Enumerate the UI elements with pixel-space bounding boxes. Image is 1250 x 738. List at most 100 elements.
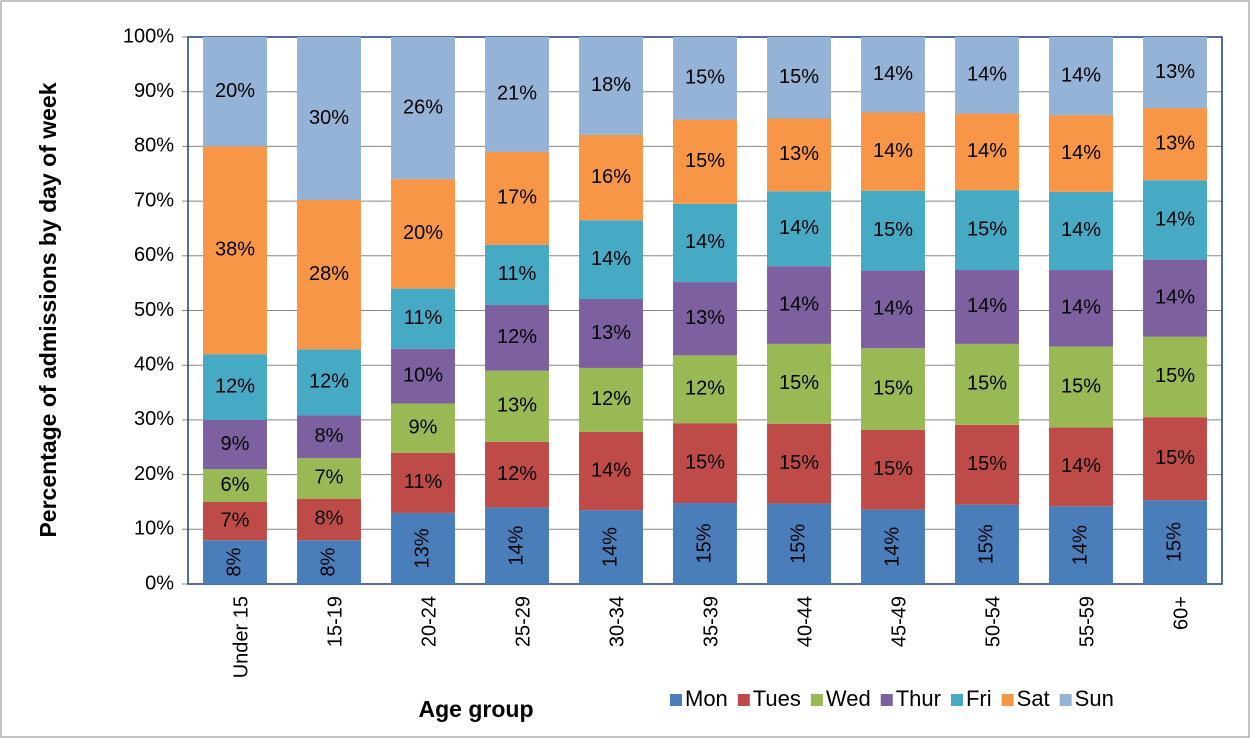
x-tick-label: 20-24 xyxy=(418,596,440,647)
data-label: 15% xyxy=(1061,375,1101,397)
data-label: 12% xyxy=(215,375,255,397)
data-label: 26% xyxy=(403,96,443,118)
legend-label: Thur xyxy=(896,686,941,711)
data-label: 11% xyxy=(498,263,537,285)
bar-segment xyxy=(673,203,737,283)
data-label: 14% xyxy=(967,64,1007,86)
x-tick-label: 15-19 xyxy=(324,596,346,647)
bar-segment xyxy=(673,503,737,584)
bar-segment xyxy=(955,37,1019,114)
bar-segment xyxy=(297,37,361,201)
bar-segment xyxy=(579,220,643,300)
bar-segment xyxy=(767,503,831,584)
bar-segment xyxy=(485,507,549,584)
data-label: 14% xyxy=(1061,297,1101,319)
data-label: 15% xyxy=(1163,522,1185,562)
data-label: 11% xyxy=(404,471,443,493)
bar-segment xyxy=(203,419,267,470)
data-label: 15% xyxy=(779,372,819,394)
data-label: 15% xyxy=(1155,447,1195,469)
bar-segment xyxy=(203,37,267,147)
bar-segment xyxy=(1143,417,1207,501)
data-label: 17% xyxy=(497,187,537,209)
data-label: 13% xyxy=(779,143,819,165)
data-label: 21% xyxy=(497,83,537,105)
data-label: 14% xyxy=(1061,142,1101,164)
bar-segment xyxy=(579,367,643,432)
bar-segment xyxy=(955,424,1019,505)
bar-segment xyxy=(767,423,831,504)
bar-segment xyxy=(955,504,1019,584)
bar-segment xyxy=(861,429,925,510)
data-label: 15% xyxy=(967,218,1007,240)
data-label: 7% xyxy=(221,509,250,531)
data-label: 12% xyxy=(591,388,631,410)
y-tick-label: 90% xyxy=(134,80,174,102)
bar-segment xyxy=(767,37,831,119)
legend-label: Sat xyxy=(1017,686,1050,711)
data-label: 16% xyxy=(591,166,631,188)
y-tick-label: 40% xyxy=(134,353,174,375)
bar-segment xyxy=(391,512,455,584)
data-label: 15% xyxy=(1155,365,1195,387)
legend-swatch xyxy=(880,694,893,706)
data-label: 15% xyxy=(685,150,725,172)
bar-segment xyxy=(1049,37,1113,116)
y-tick-label: 80% xyxy=(134,135,174,157)
legend-label: Fri xyxy=(966,686,992,711)
bar-segment xyxy=(861,37,925,113)
bar-segment xyxy=(297,498,361,541)
bar-segment xyxy=(673,282,737,356)
data-label: 20% xyxy=(403,222,443,244)
bar-segment xyxy=(203,501,267,541)
y-tick-label: 60% xyxy=(134,244,174,266)
bar-segment xyxy=(767,266,831,344)
data-label: 15% xyxy=(873,377,913,399)
data-label: 14% xyxy=(505,525,527,565)
data-label: 15% xyxy=(685,67,725,89)
data-label: 12% xyxy=(685,378,725,400)
data-label: 15% xyxy=(779,452,819,474)
data-label: 14% xyxy=(1069,525,1091,565)
data-label: 12% xyxy=(497,463,537,485)
bar-segment xyxy=(1143,336,1207,418)
bar-segment xyxy=(391,403,455,453)
data-label: 14% xyxy=(1061,219,1101,241)
data-label: 15% xyxy=(873,458,913,480)
bar-segment xyxy=(767,118,831,192)
bar-segment xyxy=(485,244,549,306)
bar-segment xyxy=(767,343,831,424)
bar-segment xyxy=(955,343,1019,425)
bar-segment xyxy=(861,190,925,271)
data-label: 38% xyxy=(215,239,255,261)
bar-segment xyxy=(673,119,737,204)
bar-segment xyxy=(203,540,267,584)
data-label: 15% xyxy=(873,219,913,241)
y-tick-label: 100% xyxy=(123,25,174,47)
data-label: 14% xyxy=(779,217,819,239)
bar-segment xyxy=(485,151,549,245)
data-label: 13% xyxy=(1155,61,1195,83)
bar-segment xyxy=(391,288,455,349)
bar-segment xyxy=(861,509,925,584)
bar-segment xyxy=(391,179,455,289)
data-label: 15% xyxy=(693,523,715,563)
x-tick-label: 40-44 xyxy=(794,596,816,647)
x-tick-label: 45-49 xyxy=(888,596,910,647)
data-label: 9% xyxy=(409,416,438,438)
bar-segment xyxy=(1049,191,1113,271)
bar-segment xyxy=(485,305,549,371)
bar-segment xyxy=(203,469,267,502)
data-label: 15% xyxy=(975,524,997,564)
data-label: 13% xyxy=(497,395,537,417)
data-label: 14% xyxy=(1155,286,1195,308)
data-label: 15% xyxy=(967,373,1007,395)
y-tick-label: 30% xyxy=(134,408,174,430)
x-tick-label: 25-29 xyxy=(512,596,534,647)
bar-segment xyxy=(1143,180,1207,260)
y-tick-label: 0% xyxy=(145,572,174,594)
bar-segment xyxy=(955,190,1019,271)
bar-segment xyxy=(861,112,925,191)
data-label: 12% xyxy=(309,371,349,393)
